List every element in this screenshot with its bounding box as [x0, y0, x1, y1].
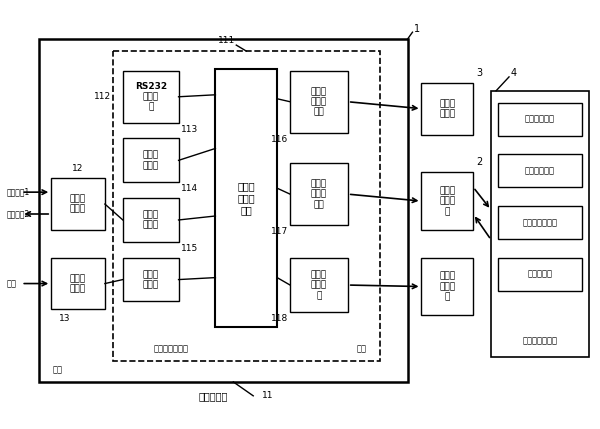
- Text: 腕带式标识卡: 腕带式标识卡: [525, 166, 555, 175]
- Text: 输出控
制单元: 输出控 制单元: [143, 210, 159, 230]
- Bar: [215, 69, 277, 327]
- Text: 核心计
算处理
单元: 核心计 算处理 单元: [238, 181, 255, 214]
- Text: 信息化矿灯: 信息化矿灯: [527, 269, 553, 278]
- Text: 11: 11: [262, 391, 274, 400]
- Text: 4: 4: [511, 68, 517, 78]
- Text: 本安: 本安: [357, 344, 367, 353]
- Text: 核心控制器: 核心控制器: [199, 391, 228, 401]
- Bar: [421, 172, 473, 230]
- Bar: [290, 71, 348, 133]
- Text: 112: 112: [94, 92, 111, 101]
- Text: 安全帽式标识卡: 安全帽式标识卡: [523, 218, 557, 227]
- Bar: [123, 258, 179, 302]
- Text: 声光报
警模块: 声光报 警模块: [439, 99, 455, 118]
- Text: 声光报
警驱动
单元: 声光报 警驱动 单元: [311, 87, 327, 117]
- Text: 控制信号1: 控制信号1: [7, 187, 29, 196]
- Bar: [498, 258, 581, 290]
- Text: 111: 111: [218, 36, 235, 45]
- Bar: [39, 39, 407, 382]
- Bar: [498, 206, 581, 239]
- Bar: [290, 163, 348, 225]
- Text: 114: 114: [181, 184, 197, 193]
- Text: 嵌入式控制模块: 嵌入式控制模块: [153, 344, 188, 353]
- Text: 12: 12: [73, 164, 84, 173]
- Text: 电源: 电源: [7, 279, 16, 288]
- Text: 2: 2: [476, 157, 482, 167]
- Text: 数字编
码单元: 数字编 码单元: [143, 151, 159, 170]
- Text: 泌封: 泌封: [52, 365, 62, 374]
- Text: 113: 113: [181, 124, 198, 133]
- Bar: [498, 103, 581, 136]
- Bar: [421, 83, 473, 135]
- Text: 增强型
全向天
线: 增强型 全向天 线: [439, 186, 455, 216]
- Bar: [123, 139, 179, 182]
- Text: 工牌式标识卡: 工牌式标识卡: [525, 115, 555, 124]
- Text: 3: 3: [476, 68, 482, 78]
- Text: 118: 118: [271, 314, 288, 323]
- Text: 1: 1: [415, 24, 421, 34]
- Text: 输出隔
离模块: 输出隔 离模块: [70, 194, 86, 214]
- Text: 115: 115: [181, 244, 198, 253]
- Bar: [421, 258, 473, 315]
- Bar: [498, 154, 581, 187]
- Text: 13: 13: [59, 314, 71, 323]
- Text: 无线信
号收发
单元: 无线信 号收发 单元: [311, 179, 327, 209]
- Text: 增强型
全向天
线: 增强型 全向天 线: [439, 272, 455, 302]
- Bar: [290, 258, 348, 312]
- Text: 117: 117: [271, 227, 288, 236]
- Bar: [51, 258, 105, 309]
- Bar: [123, 198, 179, 242]
- Text: RS232
通信接
口: RS232 通信接 口: [134, 82, 167, 112]
- Text: 便携式信号终端: 便携式信号终端: [523, 337, 557, 346]
- Text: 自检测
测距单
元: 自检测 测距单 元: [311, 270, 327, 300]
- Bar: [51, 178, 105, 230]
- Text: 116: 116: [271, 135, 288, 144]
- Text: 电源管
理单元: 电源管 理单元: [143, 270, 159, 289]
- Text: 本安电
源模块: 本安电 源模块: [70, 274, 86, 293]
- Bar: [113, 51, 380, 361]
- Bar: [491, 91, 589, 357]
- Bar: [123, 71, 179, 123]
- Text: 控制信号2: 控制信号2: [7, 209, 29, 218]
